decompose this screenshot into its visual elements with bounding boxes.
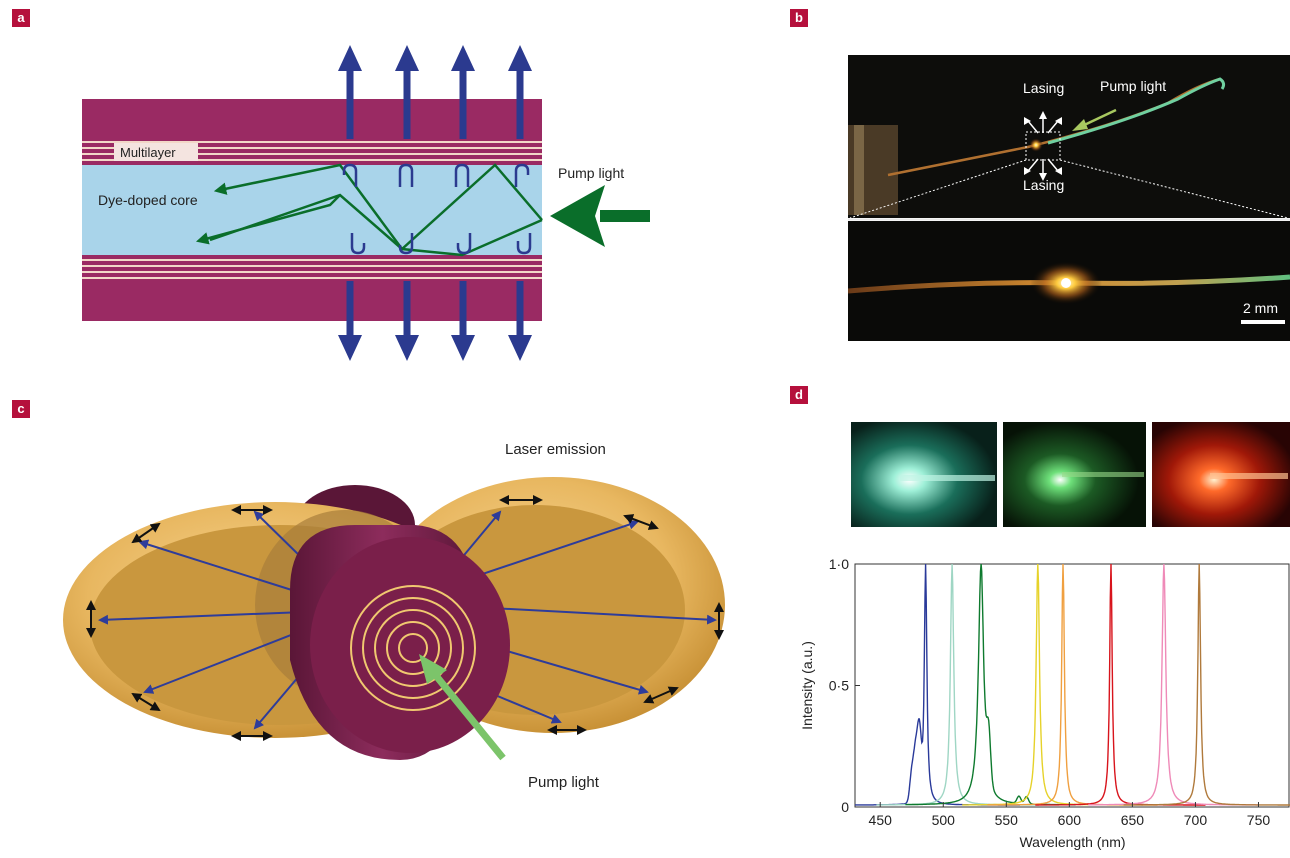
ray-path-2: [209, 193, 543, 257]
panel-b-tag: b: [790, 9, 808, 27]
photo-red-fiber: [1210, 473, 1288, 479]
x-tick-label: 750: [1247, 812, 1271, 828]
scale-bar: [1241, 320, 1285, 324]
lasing-label-bottom: Lasing: [1023, 177, 1064, 193]
multilayer-label-bg: [114, 143, 198, 161]
core-label: Dye-doped core: [98, 192, 198, 208]
multilayer-bottom: [82, 259, 542, 279]
spectrum-series-1: [876, 563, 1047, 806]
x-tick-label: 500: [932, 812, 956, 828]
lasing-arrows: [1024, 111, 1062, 181]
plot-frame: [854, 563, 1290, 808]
panel-a-tag: a: [12, 9, 30, 27]
fiber-top-green: [1047, 77, 1226, 145]
fiber-holder-highlight: [854, 125, 864, 215]
laser-emission-label: Laser emission: [505, 441, 606, 458]
panel-d-figure: 450 500 550 600 650 700 750 0 0·5 1·0 Wavelength …: [799, 422, 1290, 850]
photo-teal-fiber: [900, 475, 995, 481]
zoom-line-left: [849, 159, 1027, 219]
lasing-spot-top: [1029, 138, 1043, 152]
spectrum-series-5: [1035, 563, 1206, 806]
photo-green-fiber: [1062, 472, 1144, 477]
panel-b-photo: Lasing Lasing Pump light 2 mm: [848, 55, 1290, 341]
y-tick-label: 0·5: [829, 678, 849, 694]
emission-arrows-down: [338, 281, 532, 361]
lasing-core-zoomed: [1061, 278, 1071, 288]
zoom-line-right: [1059, 159, 1289, 219]
lasing-label-top: Lasing: [1023, 80, 1064, 96]
pump-light-label-a: Pump light: [558, 165, 624, 181]
pump-arrow-c: [419, 654, 506, 761]
pump-light-label-b: Pump light: [1100, 78, 1166, 94]
panel-d-tag: d: [790, 386, 808, 404]
x-tick-label: 700: [1184, 812, 1208, 828]
y-axis-label: Intensity (a.u.): [799, 641, 815, 730]
cylinder-face: [310, 537, 510, 753]
x-axis-label: Wavelength (nm): [1019, 834, 1125, 850]
pump-arrow-b: [1072, 108, 1117, 131]
spectrum-series-4: [987, 563, 1158, 806]
emission-arrows-up: [338, 45, 532, 139]
multilayer-label: Multilayer: [120, 145, 176, 160]
concentric-layers: [350, 585, 476, 711]
panel-a-diagram: Multilayer Dye-doped core Pump light: [82, 45, 650, 361]
y-tick-label: 1·0: [829, 556, 849, 572]
ray-path-3: [195, 194, 341, 245]
scale-bar-label: 2 mm: [1243, 300, 1278, 316]
panel-c-tag: c: [12, 400, 30, 418]
spectrum-series-7: [1123, 563, 1290, 806]
spectrum-series-6: [1088, 563, 1259, 806]
polarization-arrows: [86, 495, 724, 741]
y-tick-label: 0: [841, 799, 849, 815]
reflection-hooks: [342, 163, 532, 255]
x-tick-label: 450: [869, 812, 893, 828]
photo-teal: [851, 422, 997, 527]
x-tick-label: 550: [995, 812, 1019, 828]
pump-light-label-c: Pump light: [528, 774, 600, 791]
x-tick-label: 650: [1121, 812, 1145, 828]
x-tick-label: 600: [1058, 812, 1082, 828]
spectrum-series-2: [905, 563, 1076, 806]
spectrum-series-0: [855, 563, 1021, 806]
panel-c-diagram: Laser emission Pump light: [63, 441, 725, 791]
spectrum-chart: 450 500 550 600 650 700 750 0 0·5 1·0 Wavelength …: [799, 556, 1290, 850]
pump-arrow-a: [550, 185, 650, 247]
cladding-bottom: [82, 255, 542, 321]
